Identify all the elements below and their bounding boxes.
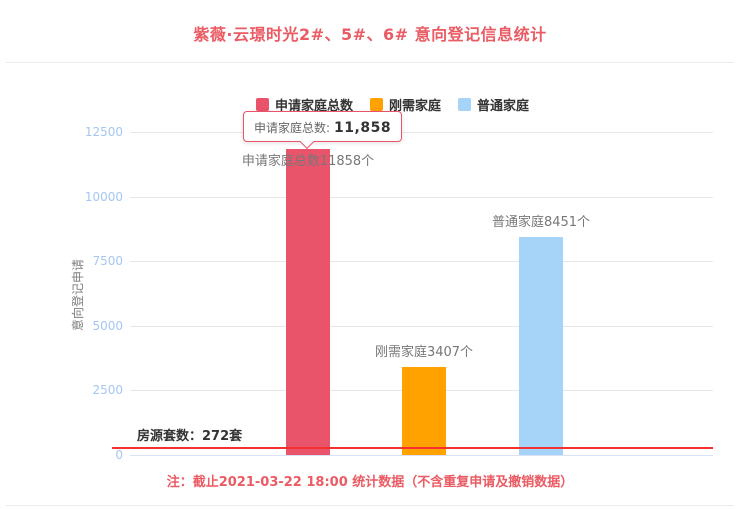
legend-label: 刚需家庭 [389, 99, 442, 114]
tooltip: 申请家庭总数: 11,858 [243, 111, 403, 149]
top-divider [6, 62, 734, 63]
bar-普通家庭[interactable] [519, 236, 563, 455]
gridline [130, 261, 713, 263]
tooltip-value: 11,858 [334, 120, 392, 136]
y-tick-label: 2500 [92, 383, 123, 398]
housing-units-marker-line [112, 446, 713, 449]
y-tick-label: 0 [115, 448, 123, 462]
chart-footnote: 注：截止2021-03-22 18:00 统计数据（不含重复申请及撤销数据） [166, 475, 574, 490]
tooltip-arrow-icon [299, 134, 315, 149]
y-tick-label: 12500 [84, 125, 123, 139]
gridline [130, 132, 713, 133]
legend-swatch-orange [370, 98, 384, 111]
gridline [130, 196, 713, 198]
y-tick-label: 10000 [84, 189, 123, 204]
legend-swatch-red [256, 98, 269, 111]
bar-申请家庭总数[interactable] [286, 148, 330, 455]
x-axis-line [130, 455, 713, 456]
housing-units-label: 房源套数：272套 [137, 428, 243, 444]
legend-label: 申请家庭总数 [275, 99, 354, 114]
bottom-divider [6, 505, 734, 506]
bar-刚需家庭[interactable] [402, 366, 446, 455]
legend-item-rigid-demand-families[interactable]: 刚需家庭 [370, 95, 441, 114]
y-tick-label: 7500 [92, 254, 123, 269]
legend-swatch-blue [458, 98, 472, 111]
tooltip-label: 申请家庭总数: [254, 121, 331, 135]
chart-legend: 申请家庭总数 刚需家庭 普通家庭 [256, 95, 529, 114]
bar-label: 申请家庭总数11858个 [241, 153, 375, 169]
legend-item-ordinary-families[interactable]: 普通家庭 [458, 95, 529, 114]
y-tick-label: 5000 [92, 318, 123, 333]
legend-item-total-families[interactable]: 申请家庭总数 [256, 95, 353, 114]
page-title: 紫薇·云璟时光2#、5#、6# 意向登记信息统计 [193, 25, 547, 44]
bar-label: 刚需家庭3407个 [374, 344, 474, 360]
legend-label: 普通家庭 [477, 99, 530, 114]
bar-label: 普通家庭8451个 [491, 214, 591, 230]
gridline [130, 325, 713, 327]
